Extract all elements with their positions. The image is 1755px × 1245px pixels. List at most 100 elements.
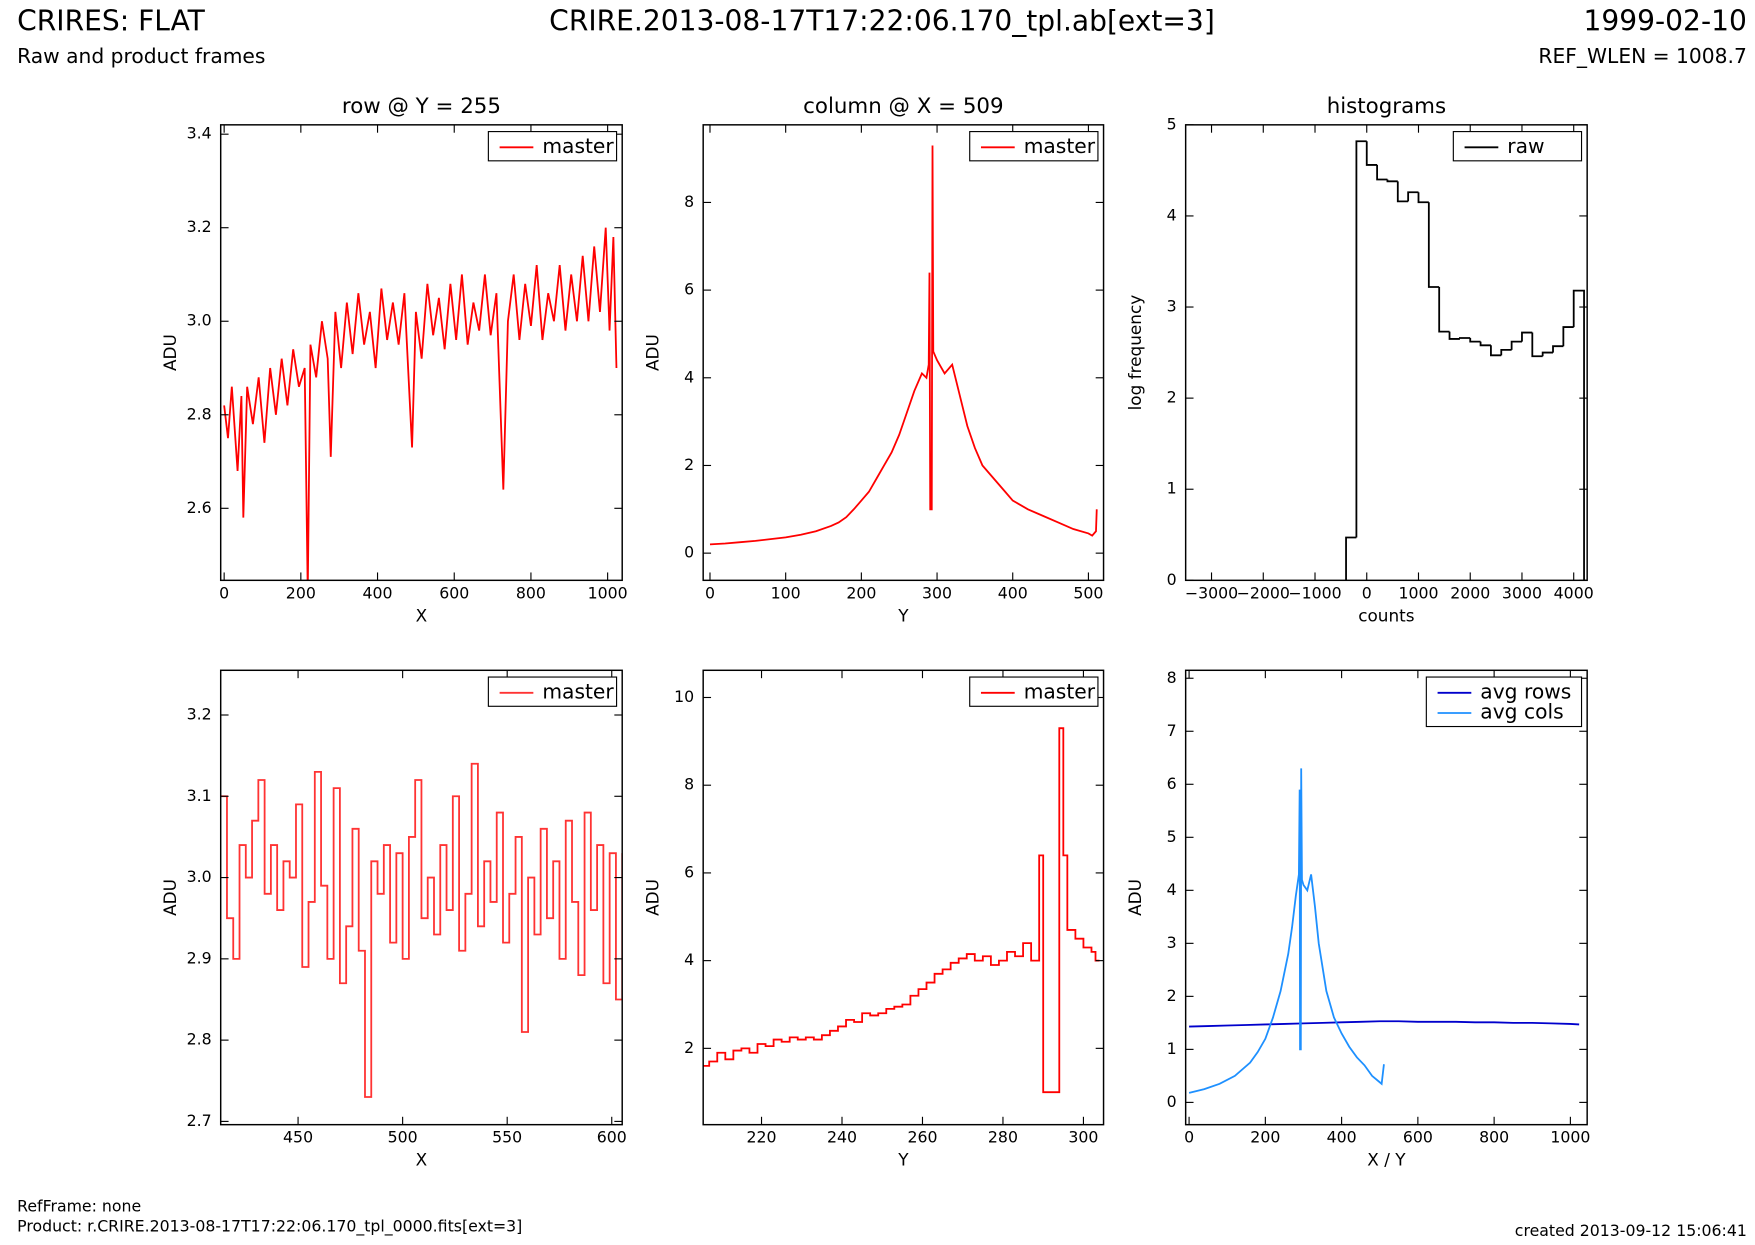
legend-box <box>969 676 1099 707</box>
x-tick-label: 300 <box>922 583 952 602</box>
x-axis-label: X / Y <box>1367 1150 1406 1170</box>
panel-title: column @ X = 509 <box>803 94 1003 119</box>
y-axis-label: ADU <box>160 334 180 371</box>
legend-box <box>969 131 1099 162</box>
x-tick-label: 100 <box>771 583 801 602</box>
x-tick-label: 200 <box>846 583 876 602</box>
x-tick-label: 1000 <box>1550 1128 1590 1147</box>
x-tick-label: 0 <box>1362 583 1372 602</box>
histogram-bin <box>1376 164 1388 181</box>
histogram-bin <box>1365 141 1378 166</box>
y-tick-label: 3.1 <box>187 786 212 805</box>
series-line <box>703 727 1100 1094</box>
y-axis-label: ADU <box>1125 879 1145 916</box>
histogram-bin <box>1562 326 1574 347</box>
y-tick-label: 0 <box>684 543 694 562</box>
axes-frame <box>1184 669 1588 1126</box>
x-tick-label: 300 <box>1068 1128 1098 1147</box>
panel-title: histograms <box>1327 94 1446 119</box>
x-axis-label: Y <box>897 605 909 625</box>
y-tick-label: 2.6 <box>187 498 212 517</box>
y-tick-label: 5 <box>1167 827 1177 846</box>
y-tick-label: 2.9 <box>187 948 212 967</box>
y-tick-label: 2 <box>1167 388 1177 407</box>
histogram-bin <box>1541 351 1554 357</box>
x-tick-label: 3000 <box>1502 583 1542 602</box>
histogram-bin <box>1490 345 1502 357</box>
axes-frame <box>219 669 623 1126</box>
panel-title: row @ Y = 255 <box>342 94 501 119</box>
y-tick-label: 4 <box>1167 205 1177 224</box>
histogram-bin <box>1458 337 1471 339</box>
y-tick-label: 3 <box>1167 297 1177 316</box>
x-tick-label: −2000 <box>1237 583 1290 602</box>
y-tick-label: 2.8 <box>187 1030 212 1049</box>
axes-frame <box>219 124 623 582</box>
y-tick-label: 6 <box>684 280 694 299</box>
x-tick-label: 0 <box>705 583 715 602</box>
x-axis-label: counts <box>1358 605 1414 625</box>
x-tick-label: 450 <box>283 1128 313 1147</box>
ref-frame: RefFrame: none <box>17 1196 141 1215</box>
plot-area <box>709 145 1098 546</box>
x-tick-label: 500 <box>1073 583 1103 602</box>
y-tick-label: 0 <box>1167 570 1177 589</box>
y-tick-label: 0 <box>1167 1092 1177 1111</box>
y-tick-label: 4 <box>684 950 694 969</box>
x-axis-label: X <box>416 1150 428 1170</box>
histogram-bin <box>1531 332 1543 358</box>
y-tick-label: 4 <box>684 367 694 386</box>
plot-area <box>1345 140 1585 581</box>
series-line <box>1188 768 1385 1094</box>
legend-label: avg cols <box>1480 700 1563 724</box>
legend-label: master <box>1024 134 1096 158</box>
y-tick-label: 6 <box>684 862 694 881</box>
histogram-bin <box>1396 181 1409 203</box>
legend-label: master <box>542 134 614 158</box>
series-line <box>1189 1020 1580 1028</box>
x-tick-label: 550 <box>492 1128 522 1147</box>
histogram-bin <box>1572 289 1585 581</box>
y-tick-label: 2 <box>684 455 694 474</box>
y-tick-label: 3.2 <box>187 217 212 236</box>
x-tick-label: 600 <box>439 583 469 602</box>
y-tick-label: 10 <box>674 687 694 706</box>
legend-label: avg rows <box>1480 679 1571 703</box>
file-title: CRIRE.2013-08-17T17:22:06.170_tpl.ab[ext… <box>549 4 1215 37</box>
legend-label: raw <box>1507 134 1544 158</box>
series-line <box>220 762 623 1098</box>
x-tick-label: 260 <box>907 1128 937 1147</box>
y-tick-label: 3.4 <box>187 124 212 143</box>
plot-area <box>703 727 1100 1094</box>
y-axis-label: log frequency <box>1125 295 1145 411</box>
y-tick-label: 8 <box>684 192 694 211</box>
y-tick-label: 8 <box>1167 668 1177 687</box>
legend-box <box>1425 676 1583 728</box>
plot-area <box>1188 768 1580 1094</box>
x-tick-label: 1000 <box>1398 583 1438 602</box>
x-tick-label: 600 <box>597 1128 627 1147</box>
histogram-bin <box>1552 345 1564 353</box>
histogram-bin <box>1427 202 1440 288</box>
legend-box <box>487 131 618 162</box>
x-tick-label: 800 <box>1479 1128 1509 1147</box>
ref-wlen: REF_WLEN = 1008.7 <box>1538 44 1746 68</box>
axes-frame <box>1184 124 1588 582</box>
series-line <box>223 227 618 581</box>
y-tick-label: 2.7 <box>187 1111 212 1130</box>
y-tick-label: 2.8 <box>187 404 212 423</box>
axes-frame <box>702 124 1105 582</box>
x-tick-label: 0 <box>219 583 229 602</box>
legend-box <box>1452 131 1583 162</box>
legend-box <box>487 676 618 707</box>
product: Product: r.CRIRE.2013-08-17T17:22:06.170… <box>17 1217 522 1237</box>
histogram-bin <box>1345 536 1357 581</box>
y-tick-label: 3.0 <box>187 311 212 330</box>
axes-frame <box>702 669 1105 1126</box>
plot-area <box>223 227 618 581</box>
histogram-bin <box>1510 340 1522 350</box>
x-tick-label: 500 <box>388 1128 418 1147</box>
x-axis-label: Y <box>897 1150 909 1170</box>
